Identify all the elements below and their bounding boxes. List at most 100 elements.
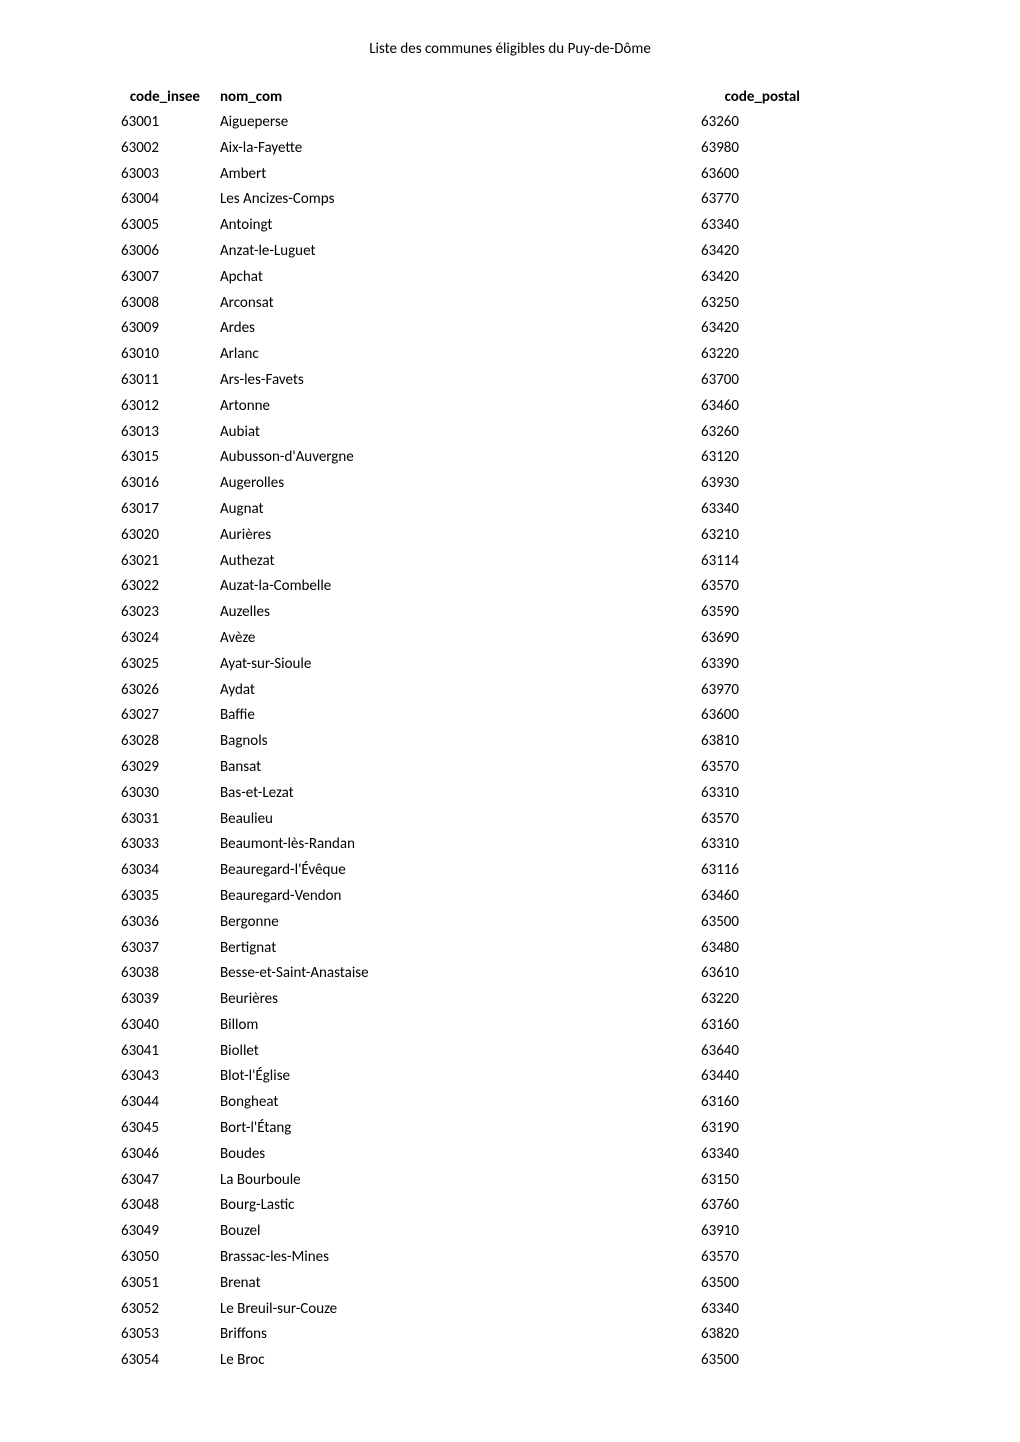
cell-code-postal: 63590 [640,600,800,626]
cell-code-postal: 63910 [640,1219,800,1245]
cell-code-postal: 63640 [640,1039,800,1065]
cell-nom-com: Ambert [220,162,640,188]
cell-nom-com: Aix-la-Fayette [220,136,640,162]
cell-code-postal: 63340 [640,1142,800,1168]
cell-nom-com: Bertignat [220,936,640,962]
cell-code-postal: 63160 [640,1013,800,1039]
cell-nom-com: Arconsat [220,291,640,317]
table-row: 63047La Bourboule63150 [60,1168,960,1194]
cell-nom-com: Aigueperse [220,110,640,136]
cell-nom-com: Beauregard-Vendon [220,884,640,910]
cell-code-insee: 63048 [60,1193,220,1219]
cell-code-insee: 63009 [60,316,220,342]
table-row: 63048Bourg-Lastic63760 [60,1193,960,1219]
cell-nom-com: Arlanc [220,342,640,368]
cell-code-insee: 63024 [60,626,220,652]
cell-code-postal: 63770 [640,187,800,213]
cell-nom-com: Bergonne [220,910,640,936]
cell-nom-com: Aubusson-d'Auvergne [220,445,640,471]
table-row: 63022Auzat-la-Combelle63570 [60,574,960,600]
cell-code-insee: 63036 [60,910,220,936]
table-row: 63028Bagnols63810 [60,729,960,755]
cell-code-insee: 63049 [60,1219,220,1245]
table-row: 63044Bongheat63160 [60,1090,960,1116]
cell-nom-com: Bort-l'Étang [220,1116,640,1142]
table-row: 63023Auzelles63590 [60,600,960,626]
cell-nom-com: Bouzel [220,1219,640,1245]
table-row: 63037Bertignat63480 [60,936,960,962]
table-row: 63045Bort-l'Étang63190 [60,1116,960,1142]
cell-nom-com: Besse-et-Saint-Anastaise [220,961,640,987]
header-nom-com: nom_com [220,88,640,106]
cell-code-postal: 63260 [640,110,800,136]
cell-code-insee: 63005 [60,213,220,239]
table-row: 63051Brenat63500 [60,1271,960,1297]
cell-code-insee: 63003 [60,162,220,188]
table-row: 63011Ars-les-Favets63700 [60,368,960,394]
cell-code-postal: 63970 [640,678,800,704]
cell-code-insee: 63043 [60,1064,220,1090]
cell-code-insee: 63052 [60,1297,220,1323]
table-row: 63024Avèze63690 [60,626,960,652]
cell-nom-com: Bourg-Lastic [220,1193,640,1219]
cell-nom-com: Beaulieu [220,807,640,833]
cell-code-insee: 63044 [60,1090,220,1116]
cell-code-postal: 63190 [640,1116,800,1142]
table-row: 63001Aigueperse63260 [60,110,960,136]
table-row: 63039Beurières63220 [60,987,960,1013]
table-row: 63025Ayat-sur-Sioule63390 [60,652,960,678]
cell-code-insee: 63012 [60,394,220,420]
cell-code-postal: 63460 [640,884,800,910]
cell-code-insee: 63051 [60,1271,220,1297]
cell-code-insee: 63013 [60,420,220,446]
cell-code-insee: 63001 [60,110,220,136]
cell-nom-com: Le Breuil-sur-Couze [220,1297,640,1323]
cell-nom-com: Anzat-le-Luguet [220,239,640,265]
table-row: 63012Artonne63460 [60,394,960,420]
table-row: 63004Les Ancizes-Comps63770 [60,187,960,213]
cell-code-postal: 63116 [640,858,800,884]
cell-code-insee: 63021 [60,549,220,575]
cell-code-postal: 63690 [640,626,800,652]
cell-code-insee: 63010 [60,342,220,368]
cell-code-postal: 63570 [640,755,800,781]
cell-code-postal: 63980 [640,136,800,162]
table-row: 63026Aydat63970 [60,678,960,704]
cell-code-postal: 63340 [640,213,800,239]
cell-code-postal: 63114 [640,549,800,575]
table-row: 63017Augnat63340 [60,497,960,523]
cell-nom-com: Le Broc [220,1348,640,1374]
cell-code-insee: 63023 [60,600,220,626]
table-row: 63050Brassac-les-Mines63570 [60,1245,960,1271]
cell-nom-com: Beauregard-l'Évêque [220,858,640,884]
cell-nom-com: Beaumont-lès-Randan [220,832,640,858]
cell-code-insee: 63040 [60,1013,220,1039]
table-row: 63035Beauregard-Vendon63460 [60,884,960,910]
cell-code-postal: 63600 [640,703,800,729]
cell-code-insee: 63028 [60,729,220,755]
cell-code-insee: 63047 [60,1168,220,1194]
cell-nom-com: Billom [220,1013,640,1039]
cell-code-postal: 63810 [640,729,800,755]
table-row: 63020Aurières63210 [60,523,960,549]
cell-code-insee: 63016 [60,471,220,497]
cell-code-postal: 63420 [640,265,800,291]
table-row: 63009Ardes63420 [60,316,960,342]
cell-code-postal: 63930 [640,471,800,497]
table-body: 63001Aigueperse6326063002Aix-la-Fayette6… [60,110,960,1374]
cell-nom-com: Briffons [220,1322,640,1348]
cell-code-insee: 63029 [60,755,220,781]
cell-code-insee: 63022 [60,574,220,600]
table-header-row: code_insee nom_com code_postal [60,88,960,106]
cell-code-insee: 63015 [60,445,220,471]
cell-nom-com: Aydat [220,678,640,704]
cell-nom-com: Les Ancizes-Comps [220,187,640,213]
table-row: 63013Aubiat63260 [60,420,960,446]
cell-code-postal: 63480 [640,936,800,962]
table-row: 63038Besse-et-Saint-Anastaise63610 [60,961,960,987]
table-row: 63003Ambert63600 [60,162,960,188]
cell-code-insee: 63008 [60,291,220,317]
table-row: 63043Blot-l'Église63440 [60,1064,960,1090]
table-row: 63031Beaulieu63570 [60,807,960,833]
cell-nom-com: Artonne [220,394,640,420]
